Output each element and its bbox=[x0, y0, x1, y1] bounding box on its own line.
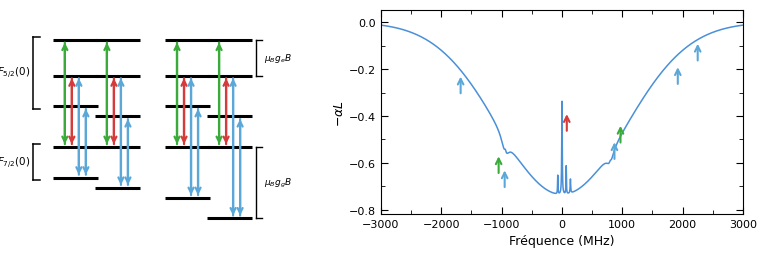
Text: $F_{5/2}(0)$: $F_{5/2}(0)$ bbox=[0, 66, 30, 81]
Text: $\mu_B g_e B$: $\mu_B g_e B$ bbox=[264, 52, 292, 65]
Text: $\mu_B g_g B$: $\mu_B g_g B$ bbox=[264, 176, 292, 189]
Y-axis label: $-\alpha L$: $-\alpha L$ bbox=[333, 100, 346, 126]
X-axis label: Fréquence (MHz): Fréquence (MHz) bbox=[509, 234, 615, 247]
Text: $F_{7/2}(0)$: $F_{7/2}(0)$ bbox=[0, 155, 30, 170]
